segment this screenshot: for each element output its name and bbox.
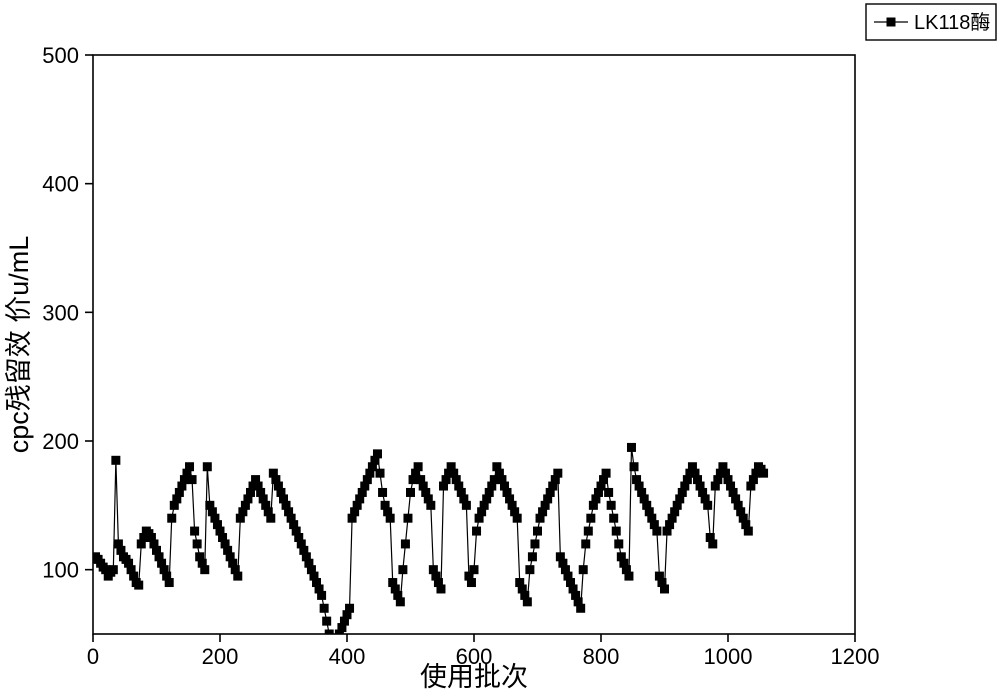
data-point <box>266 514 275 523</box>
y-tick-label: 400 <box>42 172 79 197</box>
x-tick-label: 1200 <box>831 644 880 669</box>
data-point <box>376 469 385 478</box>
x-tick-label: 0 <box>87 644 99 669</box>
data-point <box>513 514 522 523</box>
y-axis-label: cpc残留效 价u/mL <box>4 236 34 454</box>
data-point <box>436 584 445 593</box>
x-tick-label: 1000 <box>704 644 753 669</box>
legend-marker-icon <box>887 18 896 27</box>
data-point <box>109 565 118 574</box>
data-point <box>345 604 354 613</box>
data-point <box>320 604 329 613</box>
data-point <box>708 539 717 548</box>
data-point <box>167 514 176 523</box>
data-point <box>576 604 585 613</box>
data-point <box>604 488 613 497</box>
data-point <box>660 584 669 593</box>
y-tick-label: 100 <box>42 558 79 583</box>
data-point <box>414 462 423 471</box>
data-point <box>607 501 616 510</box>
data-point <box>401 539 410 548</box>
data-point <box>203 462 212 471</box>
data-point <box>398 565 407 574</box>
data-point <box>470 565 479 574</box>
x-tick-label: 400 <box>329 644 366 669</box>
data-point <box>386 514 395 523</box>
data-point <box>467 578 476 587</box>
data-point <box>614 539 623 548</box>
data-point <box>406 488 415 497</box>
data-point <box>396 597 405 606</box>
data-point <box>553 469 562 478</box>
data-point <box>581 539 590 548</box>
data-point <box>193 539 202 548</box>
data-point <box>378 488 387 497</box>
plot-border <box>93 55 855 634</box>
scatter-line-chart: 020040060080010001200100200300400500使用批次… <box>0 0 1000 692</box>
y-tick-label: 300 <box>42 300 79 325</box>
data-point <box>530 539 539 548</box>
data-point <box>759 469 768 478</box>
data-point <box>373 449 382 458</box>
data-point <box>322 617 331 626</box>
data-point <box>602 469 611 478</box>
legend: LK118酶 <box>866 4 996 40</box>
data-point <box>134 581 143 590</box>
data-point <box>165 578 174 587</box>
x-tick-label: 200 <box>202 644 239 669</box>
legend-label: LK118酶 <box>914 11 990 34</box>
data-point <box>579 565 588 574</box>
data-point <box>426 501 435 510</box>
data-point <box>624 572 633 581</box>
data-point <box>185 462 194 471</box>
data-point <box>111 456 120 465</box>
data-point <box>533 527 542 536</box>
data-point <box>233 572 242 581</box>
data-point <box>744 527 753 536</box>
data-point <box>586 514 595 523</box>
data-point <box>652 527 661 536</box>
data-point <box>525 565 534 574</box>
data-point <box>584 527 593 536</box>
data-point <box>627 443 636 452</box>
x-axis-label: 使用批次 <box>420 662 528 692</box>
data-point <box>630 462 639 471</box>
y-tick-label: 200 <box>42 429 79 454</box>
data-point <box>472 527 481 536</box>
data-point <box>609 514 618 523</box>
data-point <box>200 565 209 574</box>
y-tick-label: 500 <box>42 43 79 68</box>
data-point <box>703 501 712 510</box>
data-point <box>317 591 326 600</box>
data-point <box>190 527 199 536</box>
data-point <box>462 501 471 510</box>
data-point <box>612 527 621 536</box>
data-point <box>523 597 532 606</box>
data-point <box>403 514 412 523</box>
x-tick-label: 800 <box>583 644 620 669</box>
data-point <box>528 552 537 561</box>
data-point <box>188 475 197 484</box>
